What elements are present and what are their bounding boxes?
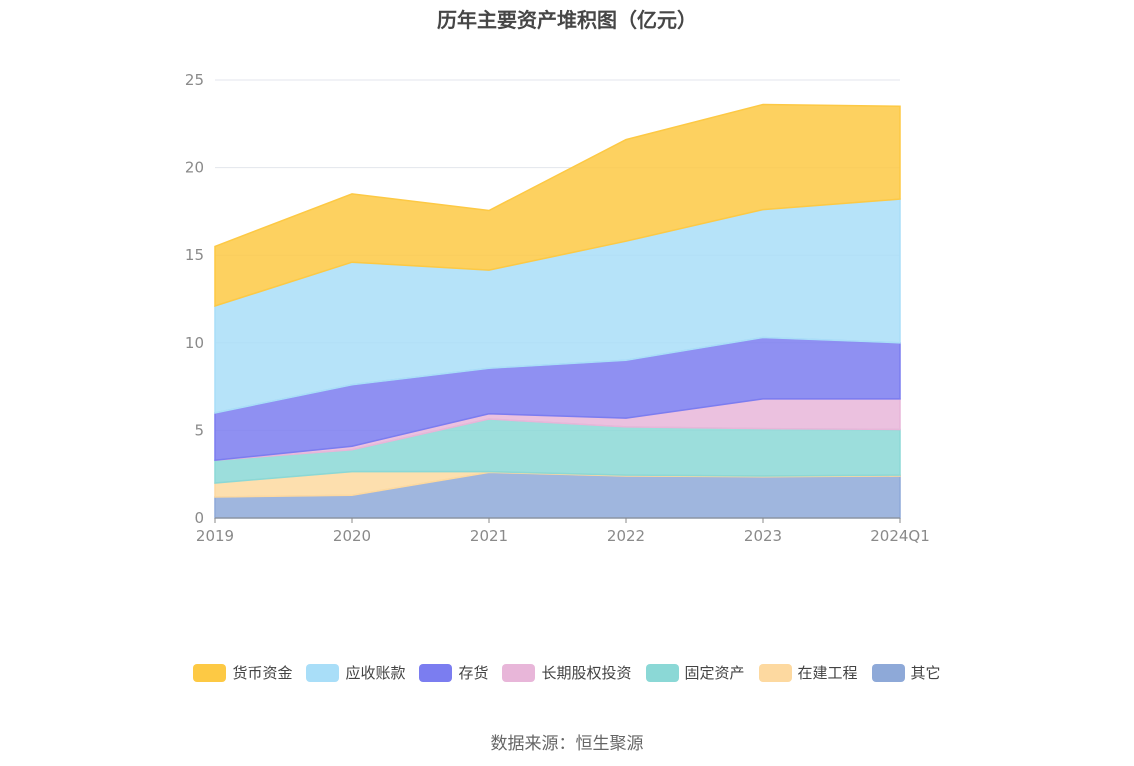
legend-item[interactable]: 存货 <box>419 662 488 683</box>
x-tick-label: 2021 <box>470 527 508 545</box>
x-tick-label: 2024Q1 <box>870 527 930 545</box>
legend-label: 长期股权投资 <box>541 664 632 682</box>
legend-swatch <box>306 663 340 682</box>
x-tick-label: 2023 <box>744 527 782 545</box>
legend-item[interactable]: 货币资金 <box>193 662 292 683</box>
legend-label: 固定资产 <box>684 664 745 682</box>
legend-swatch <box>193 663 227 682</box>
y-tick-label: 25 <box>185 71 204 89</box>
legend-label: 其它 <box>910 664 941 682</box>
x-tick-label: 2019 <box>196 527 234 545</box>
x-tick-label: 2020 <box>333 527 371 545</box>
legend-label: 货币资金 <box>232 664 293 682</box>
y-tick-label: 5 <box>194 421 204 439</box>
legend-item[interactable]: 长期股权投资 <box>502 662 632 683</box>
chart-legend: 货币资金 应收账款 存货 长期股权投资 固定资产 在建工程 其它 <box>0 662 1134 683</box>
y-tick-label: 15 <box>185 246 204 264</box>
legend-label: 应收账款 <box>345 664 406 682</box>
legend-item[interactable]: 应收账款 <box>306 662 405 683</box>
data-source: 数据来源：恒生聚源 <box>490 734 644 754</box>
y-tick-label: 0 <box>194 509 204 527</box>
area-series-6 <box>214 103 901 308</box>
y-tick-label: 10 <box>185 334 204 352</box>
legend-item[interactable]: 在建工程 <box>758 662 858 683</box>
legend-swatch <box>419 663 453 682</box>
legend-item[interactable]: 其它 <box>871 662 941 683</box>
legend-label: 存货 <box>458 664 489 682</box>
legend-swatch <box>871 663 905 682</box>
legend-item[interactable]: 固定资产 <box>645 662 745 683</box>
chart-title: 历年主要资产堆积图（亿元） <box>437 8 697 32</box>
x-tick-label: 2022 <box>607 527 645 545</box>
legend-swatch <box>758 663 792 682</box>
legend-swatch <box>502 663 536 682</box>
y-tick-label: 20 <box>185 159 204 177</box>
legend-label: 在建工程 <box>797 664 858 682</box>
legend-swatch <box>645 663 679 682</box>
